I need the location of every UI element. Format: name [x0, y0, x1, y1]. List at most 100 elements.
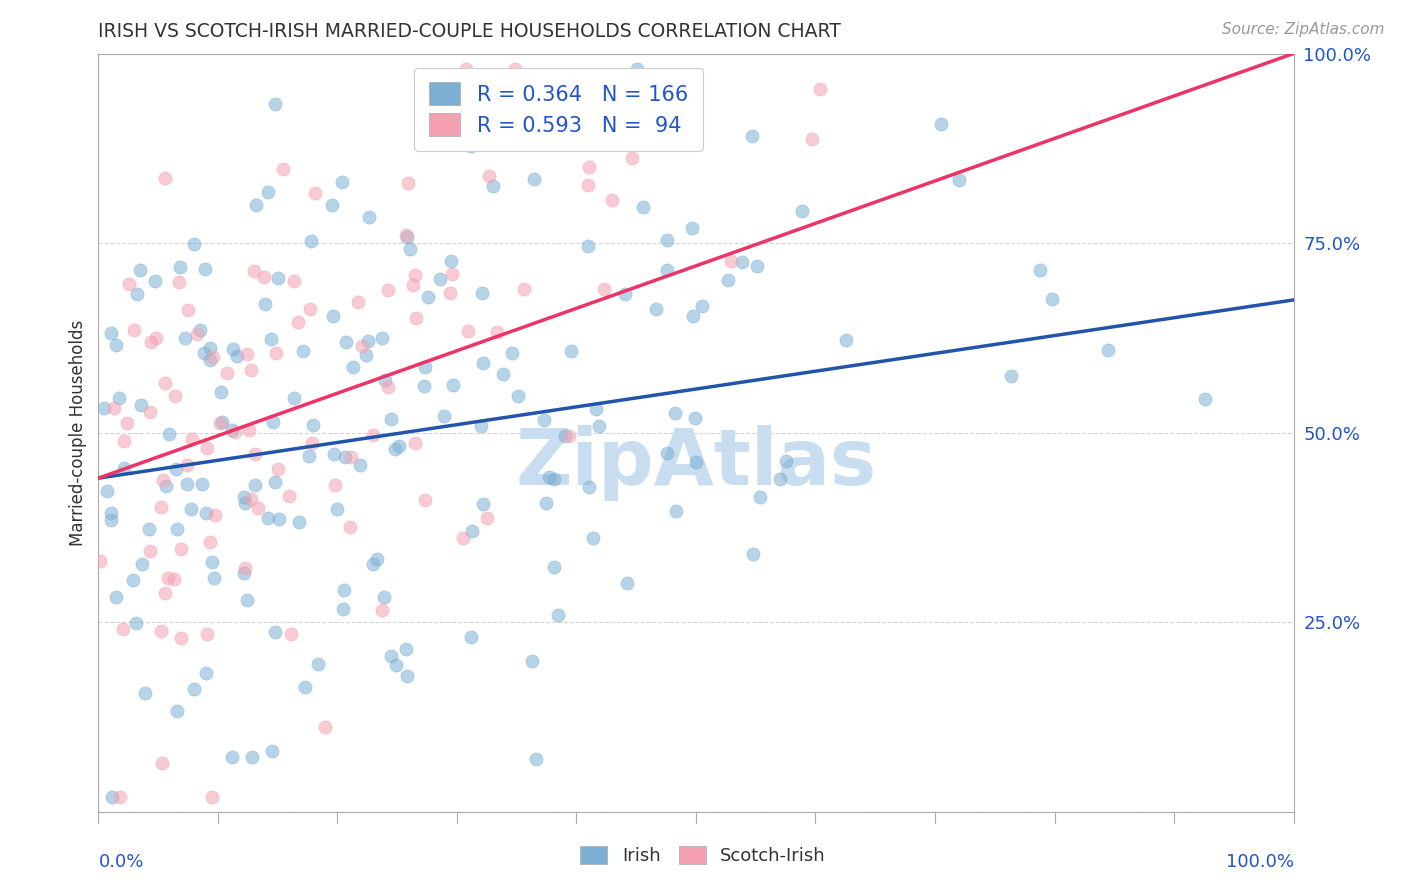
Text: 0.0%: 0.0% [98, 854, 143, 871]
Point [1000, 369, 1022, 384]
Point [193, 346, 215, 360]
Point [166, 523, 188, 537]
Point [384, 442, 406, 457]
Point [333, 583, 356, 598]
Point [347, 295, 370, 310]
Point [357, 334, 380, 348]
Point [294, 680, 316, 694]
Point [238, 423, 260, 437]
Point [266, 271, 288, 285]
Point [115, 416, 138, 430]
Point [134, 686, 156, 700]
Point [179, 502, 201, 516]
Point [385, 657, 408, 672]
Point [366, 552, 388, 566]
Point [456, 62, 478, 76]
Point [620, 152, 643, 166]
Point [291, 343, 314, 358]
Point [314, 720, 336, 734]
Point [176, 458, 198, 472]
Point [524, 751, 547, 765]
Point [111, 623, 134, 637]
Point [690, 299, 713, 313]
Point [236, 347, 259, 361]
Point [264, 345, 287, 359]
Point [253, 270, 276, 285]
Point [665, 504, 688, 518]
Point [299, 234, 322, 248]
Point [243, 264, 266, 278]
Y-axis label: Married-couple Households: Married-couple Households [69, 319, 87, 546]
Point [588, 419, 610, 434]
Point [125, 286, 148, 301]
Point [174, 331, 197, 345]
Point [108, 391, 131, 405]
Point [440, 254, 463, 268]
Point [143, 274, 166, 288]
Point [201, 555, 224, 569]
Point [245, 197, 267, 211]
Point [167, 275, 190, 289]
Point [166, 461, 188, 475]
Point [103, 401, 125, 416]
Point [264, 97, 287, 112]
Point [533, 413, 555, 427]
Point [441, 268, 464, 282]
Point [349, 458, 371, 472]
Point [118, 277, 141, 291]
Point [335, 334, 357, 349]
Point [100, 326, 122, 340]
Point [429, 272, 451, 286]
Point [278, 489, 301, 503]
Point [93, 401, 115, 415]
Point [731, 255, 754, 269]
Point [457, 324, 479, 338]
Point [240, 362, 263, 376]
Point [485, 325, 508, 339]
Point [128, 263, 150, 277]
Point [240, 492, 263, 507]
Point [747, 260, 769, 274]
Point [543, 560, 565, 574]
Point [541, 132, 564, 146]
Point [100, 513, 122, 527]
Point [404, 268, 426, 282]
Point [396, 176, 419, 190]
Point [1040, 292, 1063, 306]
Point [585, 401, 607, 416]
Point [188, 323, 211, 337]
Point [176, 476, 198, 491]
Point [245, 478, 267, 492]
Legend: Irish, Scotch-Irish: Irish, Scotch-Irish [571, 837, 835, 874]
Point [547, 608, 569, 623]
Point [388, 439, 411, 453]
Point [139, 543, 162, 558]
Point [330, 175, 353, 189]
Point [361, 557, 384, 571]
Point [405, 310, 427, 325]
Point [380, 649, 402, 664]
Point [149, 500, 172, 515]
Point [333, 450, 356, 464]
Point [121, 574, 143, 588]
Point [404, 436, 426, 450]
Point [543, 472, 565, 486]
Point [613, 287, 636, 301]
Point [522, 654, 544, 668]
Point [460, 524, 482, 539]
Point [492, 367, 515, 381]
Text: ZipAtlas: ZipAtlas [516, 425, 876, 501]
Point [478, 169, 501, 183]
Point [363, 428, 385, 442]
Point [593, 282, 616, 296]
Point [226, 349, 249, 363]
Point [155, 376, 177, 390]
Point [664, 406, 686, 420]
Point [470, 418, 492, 433]
Point [536, 496, 558, 510]
Point [582, 531, 605, 545]
Point [195, 666, 218, 681]
Point [157, 571, 180, 585]
Point [834, 333, 856, 347]
Point [232, 490, 254, 504]
